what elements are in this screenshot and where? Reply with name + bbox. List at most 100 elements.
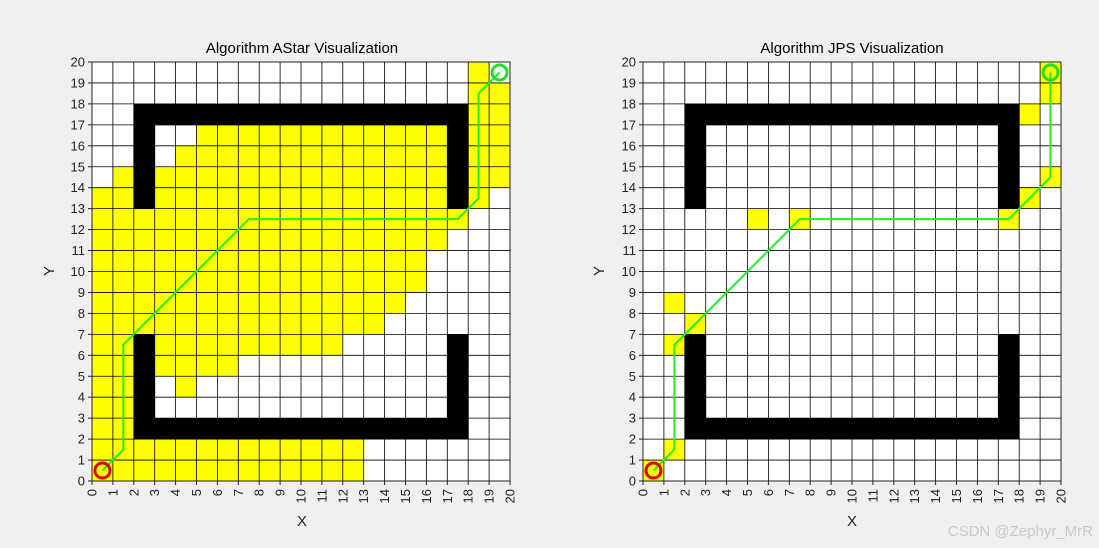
astar-explored-cell [217,292,239,314]
astar-x-tick-label: 1 [105,489,120,496]
astar-explored-cell [154,439,176,461]
astar-obstacle-cell [280,418,302,440]
astar-explored-cell [489,145,511,168]
astar-explored-cell [259,439,281,461]
astar-explored-cell [175,334,197,356]
jps-y-tick-label: 12 [622,222,636,237]
astar-explored-cell [92,355,114,377]
astar-explored-cell [154,166,176,189]
jps-explored-cell [663,292,686,314]
jps-panel: Algorithm JPS Visualization 0 1 2 3 4 5 6 7 8 9 10… [591,40,1069,530]
astar-obstacle-cell [447,418,469,440]
astar-explored-cell [259,250,281,272]
astar-y-tick-label: 19 [71,75,85,90]
astar-x-tick-label: 5 [189,489,204,496]
astar-obstacle-cell [384,418,406,440]
astar-obstacle-cell [217,418,239,440]
astar-explored-cell [259,334,281,356]
astar-explored-cell [175,355,197,377]
astar-explored-cell [217,208,239,230]
astar-y-tick-label: 5 [78,369,85,384]
astar-explored-cell [217,439,239,461]
astar-explored-cell [301,187,323,210]
jps-x-tick-label: 0 [636,489,651,496]
astar-explored-cell [342,271,365,293]
astar-explored-cell [133,439,156,461]
astar-explored-cell [92,208,114,230]
astar-explored-cell [112,250,135,272]
jps-obstacle-cell [998,124,1020,147]
jps-x-tick-label: 13 [907,489,922,503]
astar-explored-cell [238,187,260,210]
jps-x-tick-label: 11 [865,489,880,503]
astar-obstacle-cell [426,418,448,440]
astar-explored-cell [363,313,385,335]
astar-explored-cell [342,313,365,335]
astar-explored-cell [238,460,260,482]
astar-obstacle-cell [447,187,469,210]
astar-explored-cell [112,229,135,251]
astar-obstacle-cell [384,103,406,126]
jps-x-tick-label: 19 [1033,489,1048,503]
astar-explored-cell [280,334,302,356]
jps-y-tick-label: 3 [629,411,636,426]
jps-obstacle-cell [935,418,957,440]
astar-explored-cell [301,334,323,356]
astar-obstacle-cell [259,103,281,126]
jps-x-tick-label: 14 [928,489,943,503]
astar-explored-cell [301,145,323,168]
astar-explored-cell [489,103,511,126]
astar-explored-cell [238,166,260,189]
astar-explored-cell [342,145,365,168]
astar-explored-cell [321,124,344,147]
astar-explored-cell [280,229,302,251]
astar-explored-cell [92,439,114,461]
astar-explored-cell [175,250,197,272]
astar-explored-cell [321,145,344,168]
jps-obstacle-cell [998,103,1020,126]
astar-explored-cell [238,334,260,356]
astar-explored-cell [154,334,176,356]
astar-y-tick-label: 4 [78,390,85,405]
astar-explored-cell [384,187,406,210]
astar-explored-cell [280,187,302,210]
astar-x-tick-label: 7 [231,489,246,496]
astar-chart-title: Algorithm AStar Visualization [206,40,398,57]
astar-explored-cell [489,82,511,105]
astar-explored-cell [175,208,197,230]
astar-obstacle-cell [363,103,385,126]
astar-explored-cell [92,334,114,356]
jps-obstacle-cell [998,166,1020,189]
astar-obstacle-cell [133,187,156,210]
astar-explored-cell [196,292,218,314]
astar-x-tick-label: 15 [398,489,413,503]
astar-explored-cell [217,187,239,210]
jps-y-tick-label: 8 [629,306,636,321]
astar-explored-cell [363,292,385,314]
astar-x-tick-label: 11 [314,489,329,503]
astar-obstacle-cell [133,418,156,440]
astar-explored-cell [217,145,239,168]
jps-x-tick-label: 4 [719,489,734,496]
astar-explored-cell [238,229,260,251]
astar-x-tick-label: 6 [210,489,225,496]
astar-y-tick-label: 12 [71,222,85,237]
astar-explored-cell [112,271,135,293]
astar-explored-cell [112,166,135,189]
astar-explored-cell [112,292,135,314]
astar-explored-cell [92,229,114,251]
astar-obstacle-cell [133,355,156,377]
jps-x-tick-label: 1 [656,489,671,496]
astar-explored-cell [217,313,239,335]
astar-explored-cell [259,124,281,147]
astar-x-tick-label: 2 [126,489,141,496]
astar-explored-cell [384,250,406,272]
astar-explored-cell [342,187,365,210]
astar-explored-cell [342,250,365,272]
astar-explored-cell [321,439,344,461]
jps-obstacle-cell [998,418,1020,440]
astar-explored-cell [217,355,239,377]
astar-explored-cell [154,355,176,377]
astar-obstacle-cell [259,418,281,440]
astar-explored-cell [92,292,114,314]
